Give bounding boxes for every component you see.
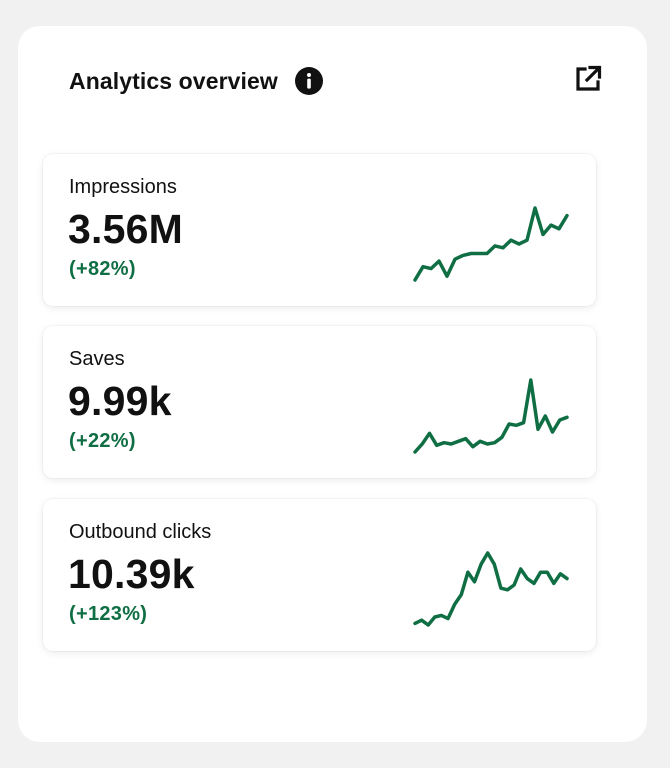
metric-label: Outbound clicks <box>69 521 212 543</box>
panel-header: Analytics overview <box>69 66 324 96</box>
metric-card-outbound-clicks[interactable]: Outbound clicks 10.39k (+123%) <box>43 499 596 651</box>
analytics-overview-panel: Analytics overview Impressions 3.56M (+8… <box>18 26 647 742</box>
info-icon[interactable] <box>294 66 324 96</box>
sparkline-series <box>413 378 569 454</box>
outbound-clicks-sparkline <box>413 551 569 627</box>
impressions-sparkline <box>413 206 569 282</box>
metric-change: (+22%) <box>69 430 136 452</box>
metric-card-impressions[interactable]: Impressions 3.56M (+82%) <box>43 154 596 306</box>
external-link-icon[interactable] <box>572 63 604 95</box>
sparkline-series <box>413 206 569 282</box>
panel-title: Analytics overview <box>69 67 278 94</box>
metric-value: 9.99k <box>68 378 172 424</box>
saves-sparkline <box>413 378 569 454</box>
metric-card-saves[interactable]: Saves 9.99k (+22%) <box>43 326 596 478</box>
metric-value: 3.56M <box>68 206 183 252</box>
metric-label: Impressions <box>69 176 177 198</box>
metric-change: (+123%) <box>69 603 148 625</box>
metric-value: 10.39k <box>68 551 195 597</box>
sparkline-series <box>413 551 569 627</box>
metric-change: (+82%) <box>69 258 136 280</box>
metric-label: Saves <box>69 348 125 370</box>
